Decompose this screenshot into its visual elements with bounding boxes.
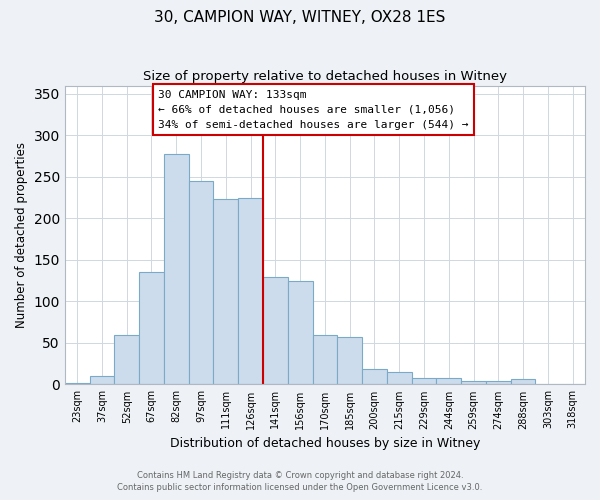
Bar xyxy=(164,154,188,384)
Text: 30 CAMPION WAY: 133sqm
← 66% of detached houses are smaller (1,056)
34% of semi-: 30 CAMPION WAY: 133sqm ← 66% of detached… xyxy=(158,90,469,130)
Y-axis label: Number of detached properties: Number of detached properties xyxy=(15,142,28,328)
X-axis label: Distribution of detached houses by size in Witney: Distribution of detached houses by size … xyxy=(170,437,480,450)
Text: Contains HM Land Registry data © Crown copyright and database right 2024.
Contai: Contains HM Land Registry data © Crown c… xyxy=(118,471,482,492)
Bar xyxy=(511,380,535,384)
Bar xyxy=(436,378,461,384)
Bar xyxy=(337,337,362,384)
Bar xyxy=(263,276,288,384)
Bar xyxy=(188,181,214,384)
Bar xyxy=(412,378,436,384)
Bar xyxy=(461,381,486,384)
Bar xyxy=(387,372,412,384)
Title: Size of property relative to detached houses in Witney: Size of property relative to detached ho… xyxy=(143,70,507,83)
Bar xyxy=(288,280,313,384)
Bar xyxy=(486,381,511,384)
Bar xyxy=(115,336,139,384)
Bar xyxy=(313,334,337,384)
Bar xyxy=(89,376,115,384)
Bar xyxy=(65,383,89,384)
Bar xyxy=(238,198,263,384)
Bar xyxy=(214,200,238,384)
Bar xyxy=(139,272,164,384)
Text: 30, CAMPION WAY, WITNEY, OX28 1ES: 30, CAMPION WAY, WITNEY, OX28 1ES xyxy=(154,10,446,25)
Bar xyxy=(362,370,387,384)
